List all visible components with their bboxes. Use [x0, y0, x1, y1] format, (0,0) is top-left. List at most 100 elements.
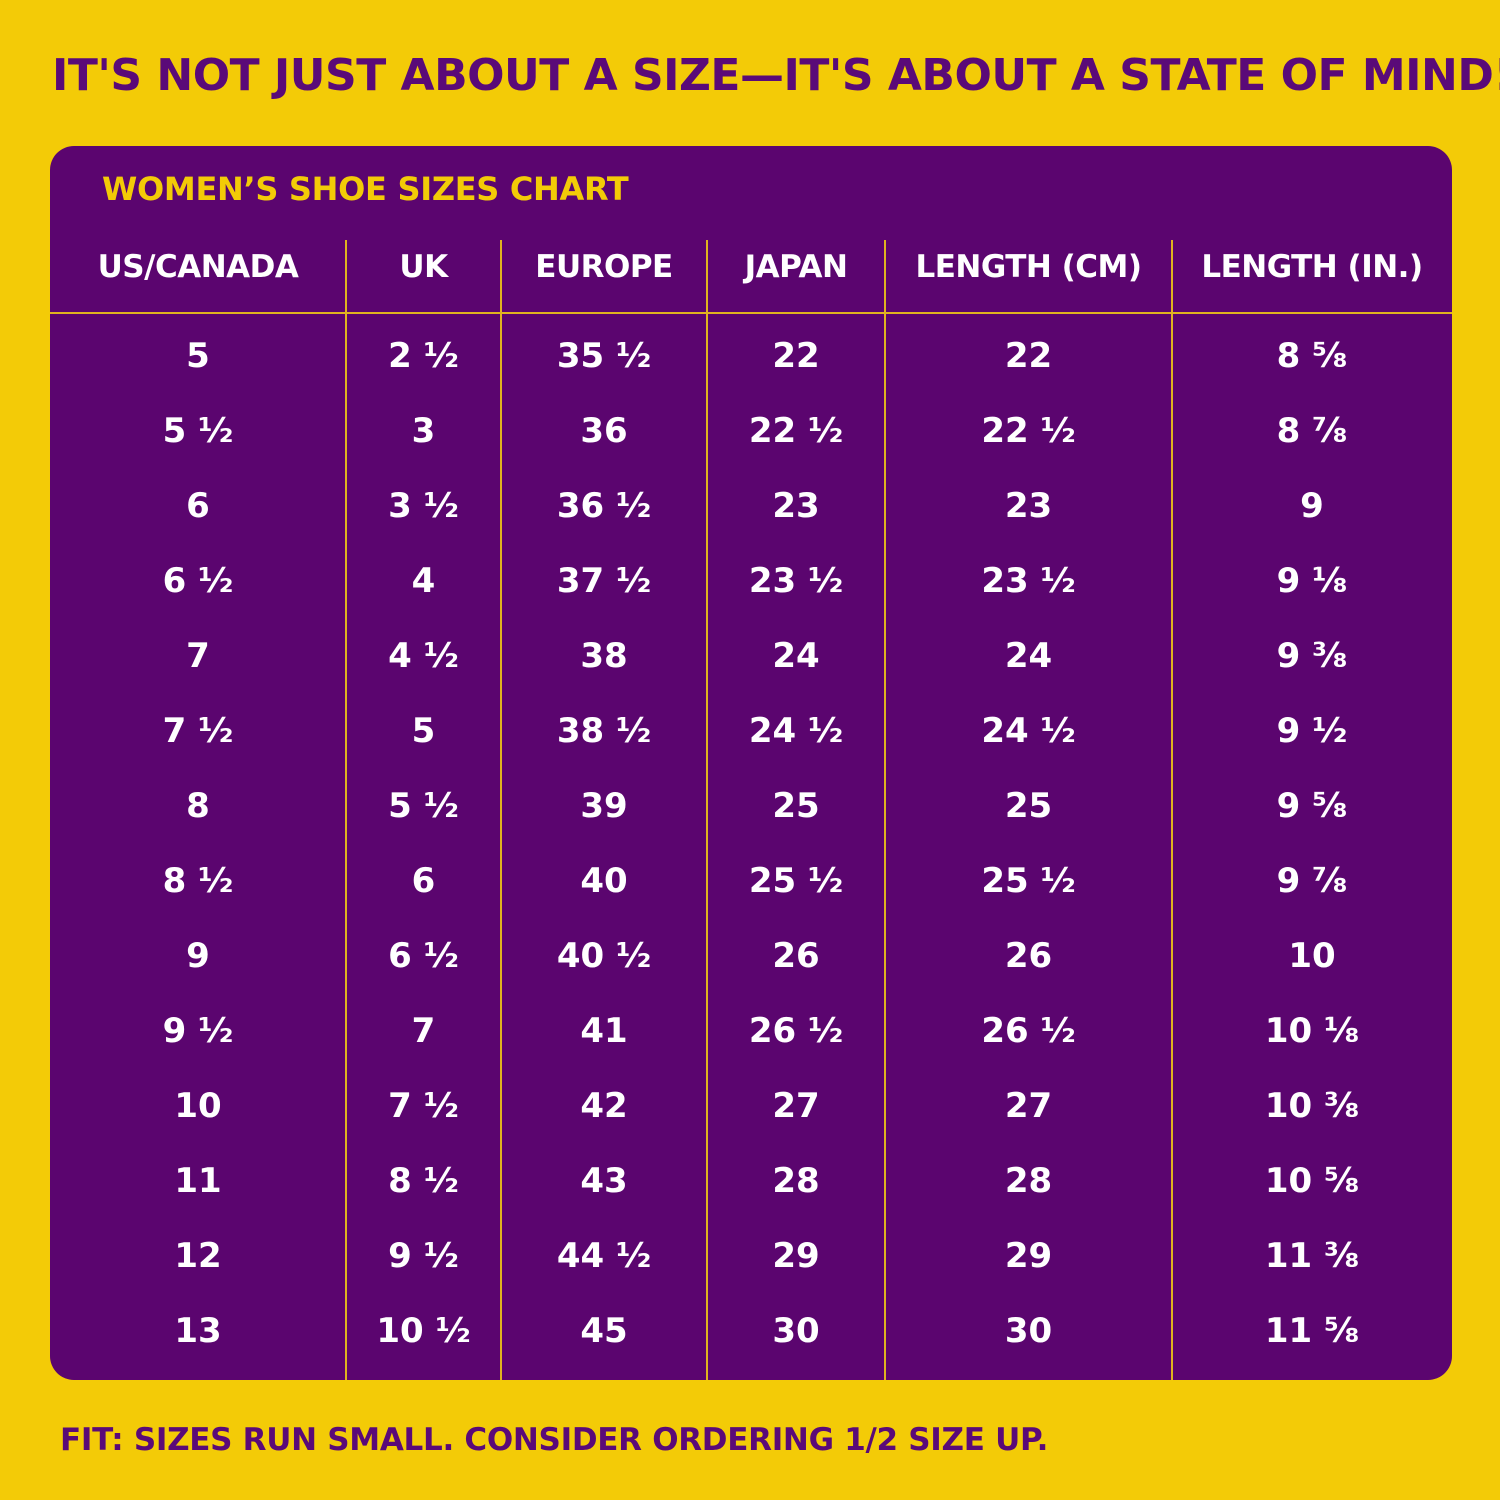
table-cell-japan: 23 ½ [748, 561, 844, 601]
table-cell-europe: 36 [580, 411, 628, 451]
table-cell-japan: 23 [772, 486, 820, 526]
table-cell-length-cm: 27 [1004, 1086, 1053, 1126]
table-cell-uk: 3 ½ [388, 486, 459, 526]
table-cell-length-in: 10 ⅛ [1264, 1011, 1360, 1051]
table-cell-europe: 39 [580, 786, 628, 826]
table-cell-europe: 40 [580, 861, 628, 901]
table-cell-length-in: 9 ⅜ [1276, 636, 1348, 676]
table-cell-japan: 25 ½ [748, 861, 844, 901]
table-cell-length-in: 11 ⅜ [1264, 1236, 1360, 1276]
column-header-uk: UK [399, 249, 448, 285]
table-cell-uk: 7 ½ [388, 1086, 459, 1126]
table-cell-length-in: 8 ⅞ [1276, 411, 1348, 451]
table-cell-japan: 22 ½ [748, 411, 844, 451]
table-cell-us-canada: 9 ½ [162, 1011, 234, 1051]
table-cell-japan: 25 [772, 786, 820, 826]
table-cell-length-cm: 23 [1004, 486, 1053, 526]
table-cell-length-cm: 23 ½ [981, 561, 1076, 601]
table-cell-europe: 45 [580, 1311, 628, 1351]
table-cell-japan: 30 [772, 1311, 820, 1351]
table-cell-europe: 40 ½ [556, 936, 652, 976]
table-cell-length-in: 9 ⅞ [1276, 861, 1348, 901]
table-cell-length-cm: 28 [1004, 1161, 1053, 1201]
table-cell-europe: 42 [580, 1086, 628, 1126]
table-cell-us-canada: 8 ½ [162, 861, 234, 901]
table-cell-length-in: 10 ⅝ [1264, 1161, 1360, 1201]
table-cell-us-canada: 5 ½ [162, 411, 234, 451]
table-cell-length-in: 9 ½ [1276, 711, 1348, 751]
table-cell-japan: 27 [772, 1086, 820, 1126]
fit-note: FIT: SIZES RUN SMALL. CONSIDER ORDERING … [60, 1422, 1049, 1458]
table-cell-uk: 5 [411, 711, 436, 751]
table-cell-europe: 41 [580, 1011, 628, 1051]
table-cell-length-cm: 24 ½ [981, 711, 1076, 751]
table-cell-uk: 4 ½ [388, 636, 459, 676]
table-cell-europe: 38 ½ [556, 711, 652, 751]
table-cell-length-cm: 25 ½ [981, 861, 1076, 901]
table-cell-length-cm: 22 [1004, 336, 1053, 376]
table-cell-length-cm: 24 [1004, 636, 1053, 676]
table-cell-japan: 26 [772, 936, 820, 976]
table-cell-europe: 37 ½ [556, 561, 652, 601]
table-cell-length-cm: 29 [1004, 1236, 1053, 1276]
column-divider [345, 240, 347, 1380]
table-cell-length-in: 11 ⅝ [1264, 1311, 1360, 1351]
table-cell-length-in: 10 ⅜ [1264, 1086, 1360, 1126]
table-cell-us-canada: 7 [186, 636, 210, 676]
table-cell-length-cm: 26 ½ [981, 1011, 1076, 1051]
column-header-length-in: LENGTH (IN.) [1201, 249, 1423, 285]
table-cell-length-in: 9 ⅛ [1276, 561, 1348, 601]
table-cell-europe: 35 ½ [556, 336, 652, 376]
size-chart-panel: WOMEN’S SHOE SIZES CHART US/CANADA UK EURO… [50, 146, 1452, 1380]
column-header-us-canada: US/CANADA [97, 249, 299, 285]
table-cell-uk: 10 ½ [376, 1311, 471, 1351]
table-cell-length-cm: 30 [1004, 1311, 1053, 1351]
table-cell-us-canada: 10 [174, 1086, 222, 1126]
column-header-length-cm: LENGTH (CM) [915, 249, 1142, 285]
table-cell-japan: 24 [772, 636, 820, 676]
table-cell-us-canada: 7 ½ [162, 711, 234, 751]
table-cell-length-cm: 22 ½ [981, 411, 1076, 451]
column-divider [706, 240, 708, 1380]
table-cell-uk: 4 [411, 561, 436, 601]
column-divider [884, 240, 886, 1380]
table-cell-europe: 44 ½ [556, 1236, 652, 1276]
table-cell-japan: 28 [772, 1161, 820, 1201]
table-cell-us-canada: 11 [174, 1161, 222, 1201]
table-cell-length-in: 10 [1288, 936, 1336, 976]
table-cell-uk: 2 ½ [388, 336, 459, 376]
table-cell-length-in: 9 ⅝ [1276, 786, 1348, 826]
table-cell-us-canada: 5 [186, 336, 210, 376]
table-cell-uk: 6 [411, 861, 436, 901]
column-divider [1171, 240, 1173, 1380]
table-cell-length-in: 9 [1300, 486, 1324, 526]
column-divider [500, 240, 502, 1380]
header-divider [50, 312, 1452, 314]
table-cell-japan: 26 ½ [748, 1011, 844, 1051]
table-cell-uk: 9 ½ [388, 1236, 459, 1276]
table-cell-length-cm: 26 [1004, 936, 1053, 976]
table-cell-uk: 3 [411, 411, 436, 451]
table-cell-japan: 29 [772, 1236, 820, 1276]
table-cell-uk: 5 ½ [388, 786, 459, 826]
table-cell-japan: 24 ½ [748, 711, 844, 751]
table-cell-europe: 36 ½ [556, 486, 652, 526]
table-cell-uk: 8 ½ [388, 1161, 459, 1201]
table-cell-us-canada: 12 [174, 1236, 222, 1276]
table-cell-us-canada: 9 [186, 936, 210, 976]
column-header-europe: EUROPE [535, 249, 673, 285]
table-cell-us-canada: 6 ½ [162, 561, 234, 601]
table-cell-length-in: 8 ⅝ [1276, 336, 1348, 376]
table-cell-europe: 43 [580, 1161, 628, 1201]
table-cell-uk: 7 [411, 1011, 436, 1051]
chart-title: WOMEN’S SHOE SIZES CHART [102, 170, 629, 208]
table-cell-us-canada: 6 [186, 486, 210, 526]
table-cell-europe: 38 [580, 636, 628, 676]
table-cell-japan: 22 [772, 336, 820, 376]
table-cell-uk: 6 ½ [388, 936, 459, 976]
column-header-japan: JAPAN [744, 249, 848, 285]
table-cell-length-cm: 25 [1004, 786, 1053, 826]
table-cell-us-canada: 8 [186, 786, 210, 826]
table-cell-us-canada: 13 [174, 1311, 222, 1351]
headline: IT'S NOT JUST ABOUT A SIZE—IT'S ABOUT A … [52, 50, 1500, 101]
